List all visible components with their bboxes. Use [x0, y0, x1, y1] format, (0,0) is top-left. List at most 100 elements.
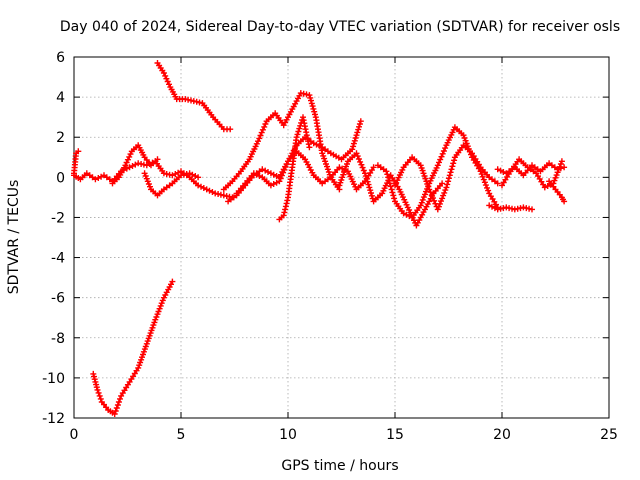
data-point [494, 166, 501, 173]
x-tick-label: 0 [70, 427, 79, 443]
data-point [351, 137, 358, 144]
y-tick-label: -8 [51, 331, 65, 347]
data-point [95, 389, 102, 396]
data-point [356, 123, 362, 130]
data-point [360, 167, 367, 174]
data-point [311, 108, 318, 115]
data-point [441, 189, 448, 196]
series-layer [71, 60, 568, 417]
data-point [479, 173, 486, 180]
data-point [384, 171, 391, 178]
x-tick-label: 25 [600, 427, 618, 443]
data-point [561, 198, 568, 205]
data-point [485, 187, 492, 194]
data-point [353, 132, 360, 139]
data-point [386, 177, 392, 184]
data-point [262, 121, 269, 127]
data-point [419, 196, 426, 203]
data-point [494, 180, 501, 187]
series-early-spike [71, 148, 82, 177]
series-end-dip [546, 178, 568, 205]
data-point [422, 191, 428, 198]
data-point [427, 189, 434, 196]
data-point [261, 123, 268, 130]
data-point [388, 186, 395, 193]
data-point [389, 189, 396, 196]
data-point [115, 399, 122, 405]
data-point [162, 72, 169, 79]
data-point [368, 192, 375, 199]
series-line [92, 280, 174, 415]
data-point [438, 198, 444, 205]
data-point [309, 103, 316, 110]
data-point [220, 192, 227, 199]
data-point [358, 161, 365, 168]
data-point [190, 98, 197, 105]
data-point [350, 143, 357, 150]
data-point [386, 180, 393, 187]
data-point [117, 395, 123, 402]
data-point [355, 156, 362, 162]
data-point [294, 131, 301, 138]
data-point [370, 164, 377, 171]
data-point [306, 144, 313, 151]
data-point [367, 187, 374, 194]
data-point [114, 402, 121, 408]
data-point [354, 153, 361, 160]
y-tick-label: 2 [56, 130, 65, 146]
y-tick-label: -4 [51, 251, 65, 267]
data-point [390, 192, 397, 199]
series-low-arc [90, 278, 176, 417]
data-point [356, 121, 363, 127]
x-tick-label: 10 [279, 427, 297, 443]
series-band-15-19 [392, 142, 501, 213]
data-point [352, 135, 359, 141]
data-point [75, 148, 82, 155]
data-point [353, 150, 360, 157]
grid-layer [74, 57, 609, 418]
data-point [451, 157, 458, 164]
tick-layer: 0 5 10 15 20 25 -12 -10 -8 -6 -4 -2 0 2 4 6 [42, 50, 618, 443]
data-point [295, 128, 302, 135]
data-point [442, 145, 449, 152]
data-point [158, 300, 165, 307]
data-point [517, 205, 524, 212]
series-dip-10 [276, 114, 313, 223]
data-point [460, 132, 467, 139]
data-point [440, 148, 447, 154]
data-point [257, 132, 264, 139]
data-point [364, 178, 371, 185]
data-point [113, 405, 120, 411]
data-point [391, 195, 398, 202]
data-point [97, 395, 104, 402]
data-point [553, 172, 560, 179]
data-point [383, 168, 390, 175]
data-point [442, 187, 449, 194]
data-point [359, 164, 366, 171]
series-arc-2-4 [109, 142, 161, 187]
x-axis-label: GPS time / hours [281, 458, 398, 474]
data-point [94, 386, 101, 393]
data-point [368, 190, 374, 196]
data-point [429, 195, 436, 201]
data-point [406, 213, 413, 220]
data-point [555, 166, 562, 173]
x-tick-label: 5 [177, 427, 186, 443]
data-point [500, 205, 507, 212]
data-point [363, 175, 370, 182]
data-point [448, 166, 455, 173]
data-point [111, 411, 118, 417]
data-point [436, 159, 442, 166]
data-point [310, 105, 317, 112]
y-tick-label: -2 [51, 210, 65, 226]
y-tick-label: 6 [56, 50, 65, 66]
data-point [482, 182, 489, 189]
y-tick-label: -10 [42, 371, 65, 387]
data-point [558, 158, 565, 165]
data-point [438, 153, 445, 160]
data-point [308, 97, 314, 104]
data-point [481, 179, 488, 186]
x-tick-label: 15 [386, 427, 404, 443]
data-point [418, 199, 425, 206]
